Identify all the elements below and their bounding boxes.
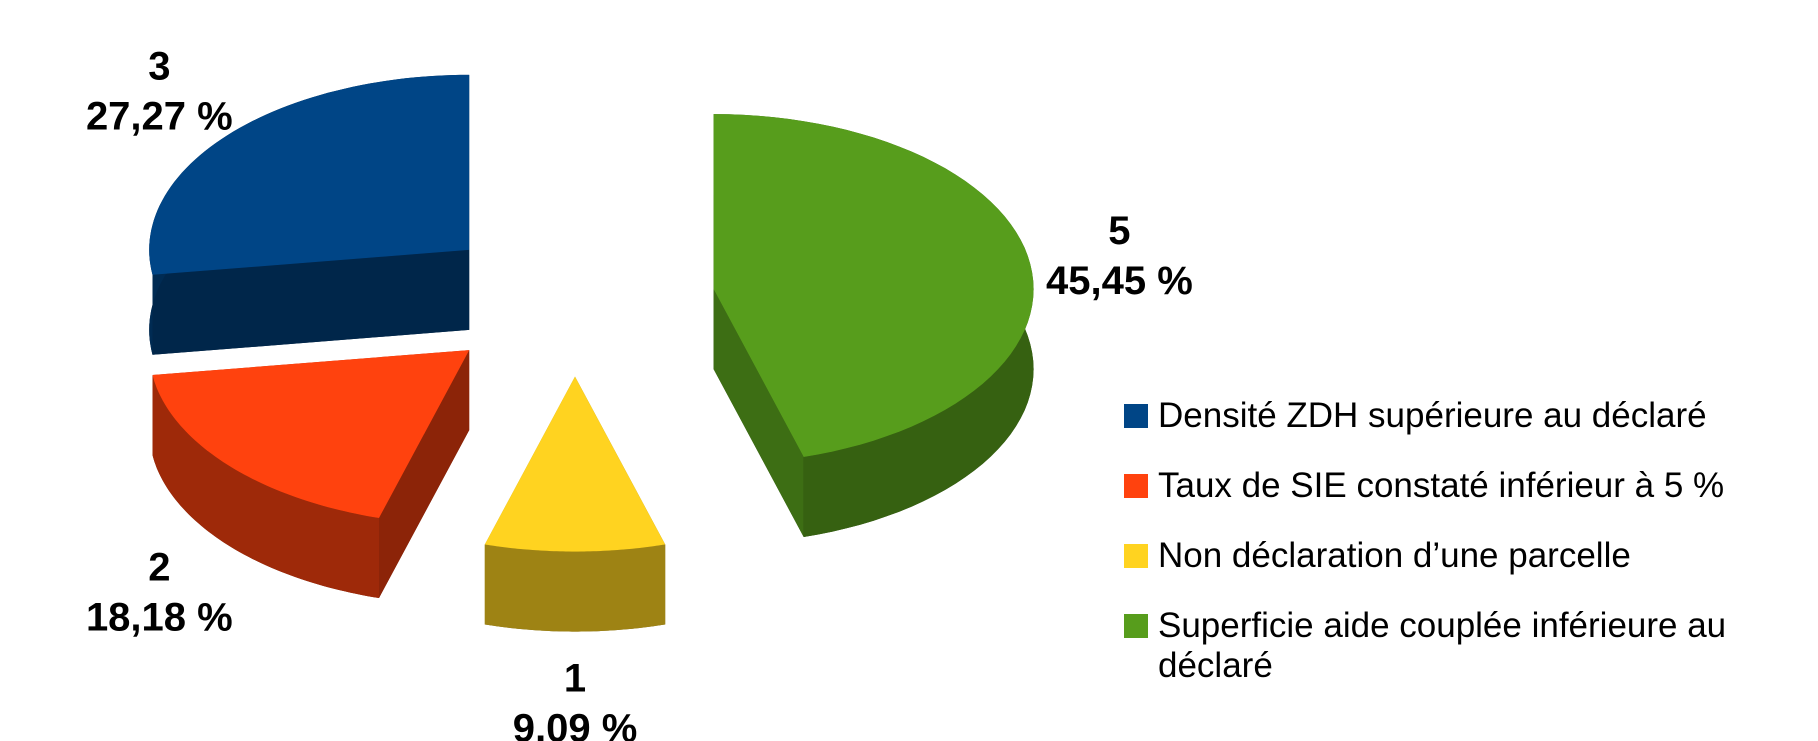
legend-item: Superficie aide couplée inférieure au dé… <box>1124 606 1814 686</box>
legend-swatch <box>1124 544 1148 568</box>
legend-swatch <box>1124 404 1148 428</box>
slice-top <box>149 74 470 275</box>
legend-label: Superficie aide couplée inférieure au dé… <box>1158 606 1727 685</box>
legend-swatch <box>1124 614 1148 638</box>
slice <box>484 376 666 632</box>
legend-label: Densité ZDH supérieure au déclaré <box>1158 396 1707 435</box>
data-label-count: 2 <box>148 546 170 590</box>
legend-label: Taux de SIE constaté inférieur à 5 % <box>1158 466 1725 505</box>
data-label: 27,27 % <box>86 94 233 138</box>
legend-label: Non déclaration d’une parcelle <box>1158 536 1631 575</box>
data-label-count: 3 <box>148 44 170 88</box>
data-label-count: 5 <box>1108 209 1130 253</box>
data-label: 9,09 % <box>513 707 638 741</box>
slice-wall <box>152 249 470 355</box>
slice-top <box>713 114 1034 457</box>
slice <box>713 114 1034 537</box>
legend: Densité ZDH supérieure au déclaré Taux de… <box>1124 396 1814 716</box>
slice-wall <box>379 350 470 598</box>
data-label: 45,45 % <box>1046 259 1193 303</box>
slice <box>152 350 470 598</box>
data-label: 18,18 % <box>86 596 233 640</box>
slice-top <box>152 350 470 518</box>
slice <box>149 74 470 355</box>
slice-side <box>484 544 666 632</box>
slice-wall <box>713 289 804 537</box>
data-label-count: 1 <box>564 657 586 701</box>
slice-side <box>152 375 379 598</box>
legend-swatch <box>1124 474 1148 498</box>
legend-item: Taux de SIE constaté inférieur à 5 % <box>1124 466 1814 506</box>
slice-top <box>484 376 666 552</box>
legend-item: Densité ZDH supérieure au déclaré <box>1124 396 1814 436</box>
legend-item: Non déclaration d’une parcelle <box>1124 536 1814 576</box>
